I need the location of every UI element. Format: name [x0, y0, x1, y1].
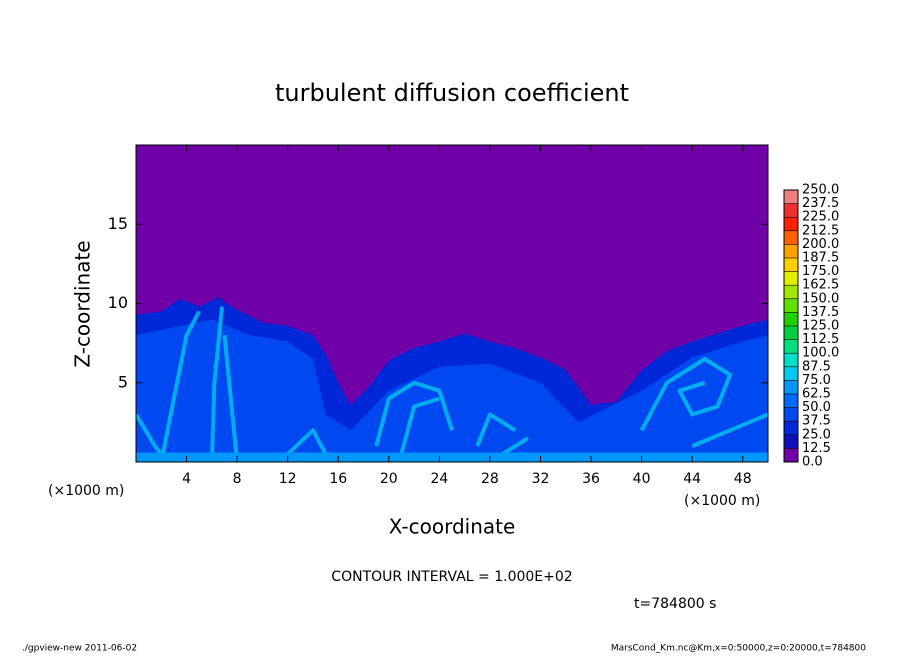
time-label: t=784800 s: [634, 596, 716, 612]
field-streak: [639, 357, 733, 432]
colorbar-label: 212.5: [802, 223, 839, 238]
footer: ./gpview-new 2011-06-02: [22, 644, 137, 654]
field-streak: [691, 412, 768, 448]
field-streak: [159, 310, 201, 462]
x-unit: (×1000 m): [48, 483, 124, 499]
y-axis-label: Z-coordinate: [71, 240, 95, 367]
colorbar-label: 125.0: [802, 319, 839, 334]
colorbar-bin: [784, 380, 798, 394]
field-streak: [399, 396, 440, 455]
field-streak: [286, 428, 328, 456]
colorbar-label: 237.5: [802, 196, 839, 211]
colorbar-bin: [784, 312, 798, 326]
field-streak: [374, 380, 454, 447]
x-tick-label: 4: [182, 471, 191, 487]
x-axis-label: X-coordinate: [389, 515, 516, 539]
colorbar-bin: [784, 434, 798, 449]
colorbar-label: 50.0: [802, 400, 831, 415]
colorbar-bin: [784, 366, 798, 381]
colorbar-label: 25.0: [802, 427, 831, 442]
colorbar-label: 62.5: [802, 387, 831, 402]
x-tick-label: 36: [582, 471, 600, 487]
footer: MarsCond_Km.nc@Km,x=0:50000,z=0:20000,t=…: [611, 644, 866, 654]
y-tick-label: 5: [118, 372, 128, 391]
colorbar-bin: [784, 217, 798, 231]
colorbar-label: 37.5: [802, 414, 831, 429]
colorbar-label: 75.0: [802, 373, 831, 388]
colorbar-bin: [784, 448, 798, 462]
field-region: [136, 319, 768, 462]
colorbar-bin: [784, 285, 798, 299]
y-tick-label: 15: [108, 214, 128, 233]
colorbar-bin: [784, 230, 798, 245]
field-streak: [475, 412, 517, 447]
colorbar-label: 162.5: [802, 278, 839, 293]
x-tick-label: 28: [481, 471, 499, 487]
colorbar-bin: [784, 298, 798, 313]
colorbar-label: 200.0: [802, 237, 839, 252]
colorbar-bin: [784, 421, 798, 435]
colorbar-label: 0.0: [802, 455, 823, 470]
field: [136, 145, 768, 462]
colorbar-bin: [784, 353, 798, 367]
colorbar-label: 175.0: [802, 264, 839, 279]
x-tick-label: 20: [380, 471, 398, 487]
colorbar-label: 250.0: [802, 183, 839, 198]
field-floor: [136, 452, 768, 462]
colorbar-bin: [784, 339, 798, 354]
colorbar-bin: [784, 326, 798, 340]
field-streak: [222, 335, 240, 462]
colorbar-bin: [784, 203, 798, 218]
colorbar-label: 137.5: [802, 305, 839, 320]
colorbar-bin: [784, 190, 798, 204]
x-tick-label: 44: [683, 471, 701, 487]
colorbar-bin: [784, 394, 798, 408]
y-tick-label: 10: [108, 293, 128, 312]
colorbar-label: 12.5: [802, 441, 831, 456]
field-streak: [501, 436, 529, 456]
colorbar-label: 87.5: [802, 359, 831, 374]
x-tick-label: 40: [633, 471, 651, 487]
colorbar-bin: [784, 407, 798, 422]
colorbar-label: 187.5: [802, 251, 839, 266]
x-tick-label: 24: [430, 471, 448, 487]
x-tick-label: 8: [233, 471, 242, 487]
x-tick-label: 12: [279, 471, 297, 487]
colorbar-label: 112.5: [802, 332, 839, 347]
colorbar-label: 150.0: [802, 291, 839, 306]
x-tick-label: 16: [329, 471, 347, 487]
x-unit: (×1000 m): [684, 493, 760, 509]
colorbar-bin: [784, 258, 798, 272]
contour-note: CONTOUR INTERVAL = 1.000E+02: [331, 569, 572, 585]
colorbar-label: 100.0: [802, 346, 839, 361]
x-tick-label: 32: [532, 471, 550, 487]
colorbar-bin: [784, 244, 798, 258]
colorbar-label: 225.0: [802, 210, 839, 225]
field-streak: [209, 306, 224, 462]
x-tick-label: 48: [734, 471, 752, 487]
chart-title: turbulent diffusion coefficient: [275, 79, 629, 107]
colorbar-bin: [784, 271, 798, 286]
